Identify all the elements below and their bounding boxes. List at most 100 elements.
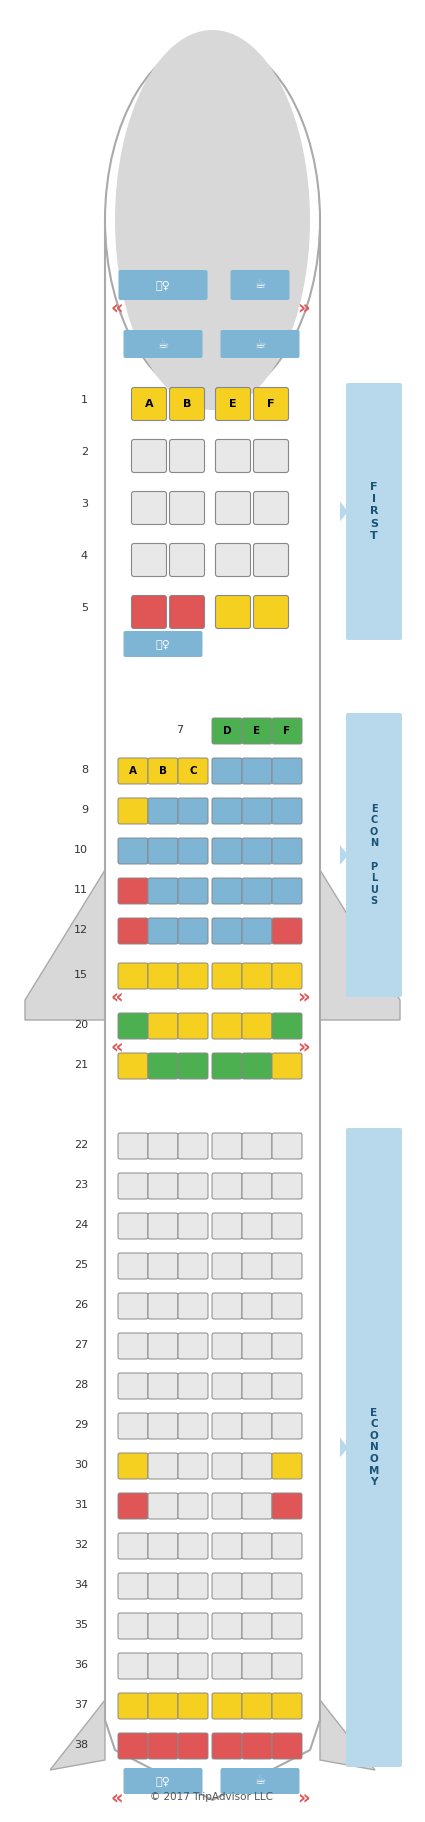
FancyBboxPatch shape: [131, 388, 167, 421]
Text: ☕: ☕: [157, 337, 169, 350]
FancyBboxPatch shape: [212, 1532, 242, 1560]
FancyBboxPatch shape: [118, 1173, 148, 1199]
FancyBboxPatch shape: [118, 1334, 148, 1359]
FancyBboxPatch shape: [118, 1612, 148, 1640]
Text: ☕: ☕: [255, 337, 266, 350]
FancyBboxPatch shape: [118, 1532, 148, 1560]
FancyBboxPatch shape: [272, 1334, 302, 1359]
FancyBboxPatch shape: [272, 1254, 302, 1279]
FancyBboxPatch shape: [272, 1612, 302, 1640]
FancyBboxPatch shape: [148, 1013, 178, 1039]
FancyBboxPatch shape: [212, 1492, 242, 1520]
Text: 1: 1: [81, 395, 88, 404]
FancyBboxPatch shape: [148, 1653, 178, 1680]
FancyBboxPatch shape: [178, 1733, 208, 1758]
FancyBboxPatch shape: [178, 838, 208, 864]
Polygon shape: [340, 501, 348, 521]
FancyBboxPatch shape: [178, 1374, 208, 1399]
Text: «: «: [110, 1037, 123, 1057]
FancyBboxPatch shape: [272, 1653, 302, 1680]
Text: 8: 8: [81, 765, 88, 774]
Text: 24: 24: [74, 1221, 88, 1230]
FancyBboxPatch shape: [178, 1173, 208, 1199]
Polygon shape: [50, 1700, 105, 1769]
FancyBboxPatch shape: [118, 1213, 148, 1239]
FancyBboxPatch shape: [272, 1733, 302, 1758]
Text: ⛺♀: ⛺♀: [156, 281, 170, 290]
FancyBboxPatch shape: [212, 1452, 242, 1479]
FancyBboxPatch shape: [346, 712, 402, 997]
FancyBboxPatch shape: [212, 1053, 242, 1079]
FancyBboxPatch shape: [178, 964, 208, 989]
FancyBboxPatch shape: [215, 492, 250, 525]
FancyBboxPatch shape: [272, 878, 302, 904]
FancyBboxPatch shape: [212, 1334, 242, 1359]
FancyBboxPatch shape: [148, 1612, 178, 1640]
FancyBboxPatch shape: [148, 1452, 178, 1479]
FancyBboxPatch shape: [253, 596, 289, 629]
FancyBboxPatch shape: [118, 1693, 148, 1718]
FancyBboxPatch shape: [230, 270, 289, 301]
Text: C: C: [189, 765, 197, 776]
FancyBboxPatch shape: [148, 1213, 178, 1239]
FancyBboxPatch shape: [178, 1053, 208, 1079]
FancyBboxPatch shape: [118, 1294, 148, 1319]
FancyBboxPatch shape: [242, 1693, 272, 1718]
FancyBboxPatch shape: [242, 758, 272, 783]
Text: ⛺♀: ⛺♀: [156, 1776, 170, 1786]
FancyBboxPatch shape: [148, 878, 178, 904]
FancyBboxPatch shape: [272, 1414, 302, 1439]
FancyBboxPatch shape: [118, 918, 148, 944]
Text: 30: 30: [74, 1459, 88, 1470]
FancyBboxPatch shape: [215, 543, 250, 576]
FancyBboxPatch shape: [170, 596, 204, 629]
FancyBboxPatch shape: [124, 330, 202, 357]
FancyBboxPatch shape: [272, 718, 302, 743]
FancyBboxPatch shape: [148, 1733, 178, 1758]
Text: »: »: [297, 299, 309, 317]
FancyBboxPatch shape: [272, 1213, 302, 1239]
FancyBboxPatch shape: [212, 1612, 242, 1640]
Text: 2: 2: [81, 446, 88, 457]
Text: 28: 28: [74, 1379, 88, 1390]
FancyBboxPatch shape: [118, 964, 148, 989]
Text: 25: 25: [74, 1261, 88, 1270]
FancyBboxPatch shape: [131, 492, 167, 525]
Text: 12: 12: [74, 926, 88, 935]
FancyBboxPatch shape: [212, 1414, 242, 1439]
FancyBboxPatch shape: [242, 1452, 272, 1479]
FancyBboxPatch shape: [178, 1334, 208, 1359]
FancyBboxPatch shape: [124, 1767, 202, 1795]
FancyBboxPatch shape: [212, 918, 242, 944]
FancyBboxPatch shape: [178, 1612, 208, 1640]
FancyBboxPatch shape: [178, 798, 208, 824]
Text: B: B: [183, 399, 191, 408]
Text: 27: 27: [74, 1339, 88, 1350]
FancyBboxPatch shape: [178, 1213, 208, 1239]
PathPatch shape: [320, 869, 400, 1020]
FancyBboxPatch shape: [131, 596, 167, 629]
FancyBboxPatch shape: [178, 758, 208, 783]
FancyBboxPatch shape: [118, 1452, 148, 1479]
FancyBboxPatch shape: [272, 1374, 302, 1399]
FancyBboxPatch shape: [272, 1452, 302, 1479]
FancyBboxPatch shape: [242, 1653, 272, 1680]
Text: «: «: [110, 299, 123, 317]
FancyBboxPatch shape: [178, 1254, 208, 1279]
FancyBboxPatch shape: [178, 1653, 208, 1680]
FancyBboxPatch shape: [212, 1374, 242, 1399]
FancyBboxPatch shape: [212, 1173, 242, 1199]
FancyBboxPatch shape: [212, 1733, 242, 1758]
Text: 3: 3: [81, 499, 88, 508]
FancyBboxPatch shape: [178, 1572, 208, 1600]
FancyBboxPatch shape: [148, 1693, 178, 1718]
FancyBboxPatch shape: [178, 1414, 208, 1439]
FancyBboxPatch shape: [212, 878, 242, 904]
FancyBboxPatch shape: [272, 758, 302, 783]
FancyBboxPatch shape: [242, 1013, 272, 1039]
FancyBboxPatch shape: [212, 798, 242, 824]
FancyBboxPatch shape: [118, 1254, 148, 1279]
FancyBboxPatch shape: [212, 1133, 242, 1159]
FancyBboxPatch shape: [118, 1053, 148, 1079]
Text: ☕: ☕: [255, 1775, 266, 1787]
